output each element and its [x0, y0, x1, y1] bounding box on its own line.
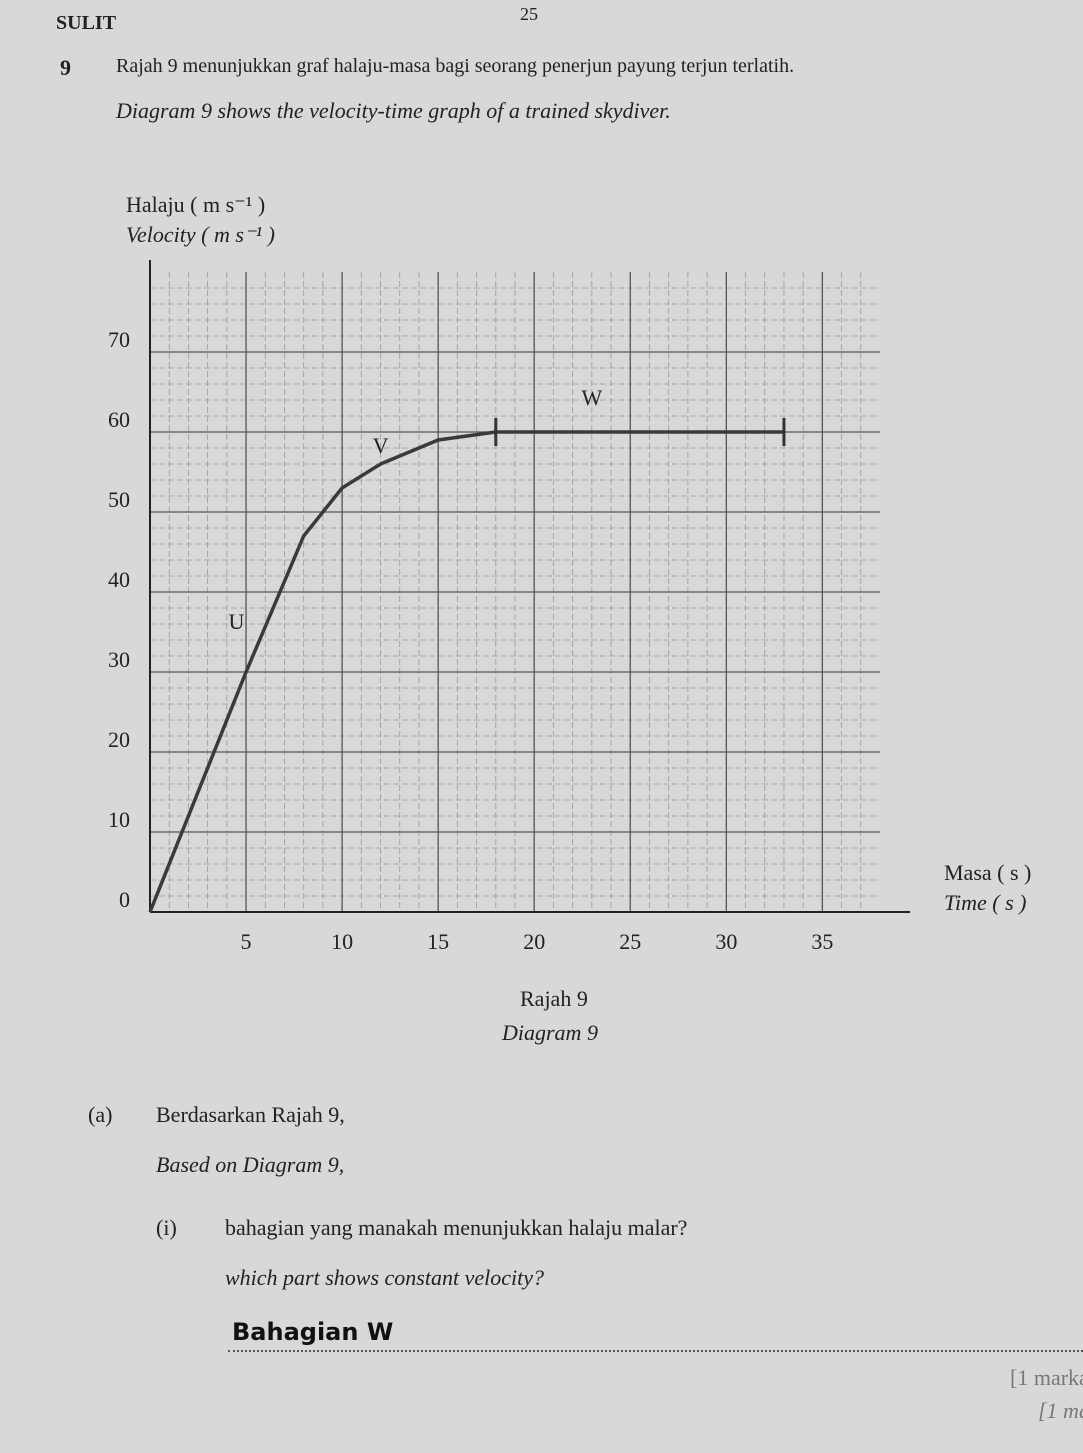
x-label-ms: Masa ( s )	[944, 860, 1032, 885]
caption-en: Diagram 9	[502, 1020, 598, 1045]
marks-en: [1 mark]	[1038, 1398, 1083, 1423]
x-tick-label: 20	[523, 929, 545, 954]
y-tick-label: 40	[108, 567, 130, 592]
question-number: 9	[60, 55, 71, 80]
caption-ms: Rajah 9	[520, 986, 588, 1011]
y-label-ms: Halaju ( m s⁻¹ )	[126, 192, 266, 217]
header-label: SULIT	[56, 12, 117, 34]
part-text-ms: Berdasarkan Rajah 9,	[156, 1102, 345, 1127]
y-label-en: Velocity ( m s⁻¹ )	[126, 222, 275, 247]
x-tick-label: 10	[331, 929, 353, 954]
y-tick-label: 20	[108, 727, 130, 752]
y-tick-label: 0	[119, 887, 130, 912]
page-number: 25	[520, 4, 538, 24]
section-label: V	[373, 433, 389, 458]
answer-line	[228, 1350, 1083, 1352]
part-label: (a)	[88, 1102, 113, 1127]
sub-text-en: which part shows constant velocity?	[225, 1265, 544, 1290]
section-label: W	[581, 385, 602, 410]
marks-ms: [1 markah]	[1010, 1365, 1083, 1390]
answer: Bahagian W	[232, 1318, 394, 1346]
velocity-line	[148, 430, 784, 913]
y-tick-label: 50	[108, 487, 130, 512]
y-tick-label: 30	[108, 647, 130, 672]
y-tick-label: 70	[108, 327, 130, 352]
y-tick-label: 60	[108, 407, 130, 432]
question-text-ms: Rajah 9 menunjukkan graf halaju-masa bag…	[116, 55, 795, 77]
x-tick-label: 25	[619, 929, 641, 954]
x-tick-label: 35	[811, 929, 833, 954]
section-label: U	[229, 609, 245, 634]
question-text-en: Diagram 9 shows the velocity-time graph …	[116, 98, 671, 123]
x-tick-label: 15	[427, 929, 449, 954]
x-tick-label: 30	[715, 929, 737, 954]
sub-text-ms: bahagian yang manakah menunjukkan halaju…	[225, 1215, 688, 1240]
y-tick-label: 10	[108, 807, 130, 832]
sub-label: (i)	[156, 1215, 177, 1240]
x-label-en: Time ( s )	[944, 890, 1027, 915]
x-tick-label: 5	[241, 929, 252, 954]
part-text-en: Based on Diagram 9,	[156, 1152, 345, 1177]
